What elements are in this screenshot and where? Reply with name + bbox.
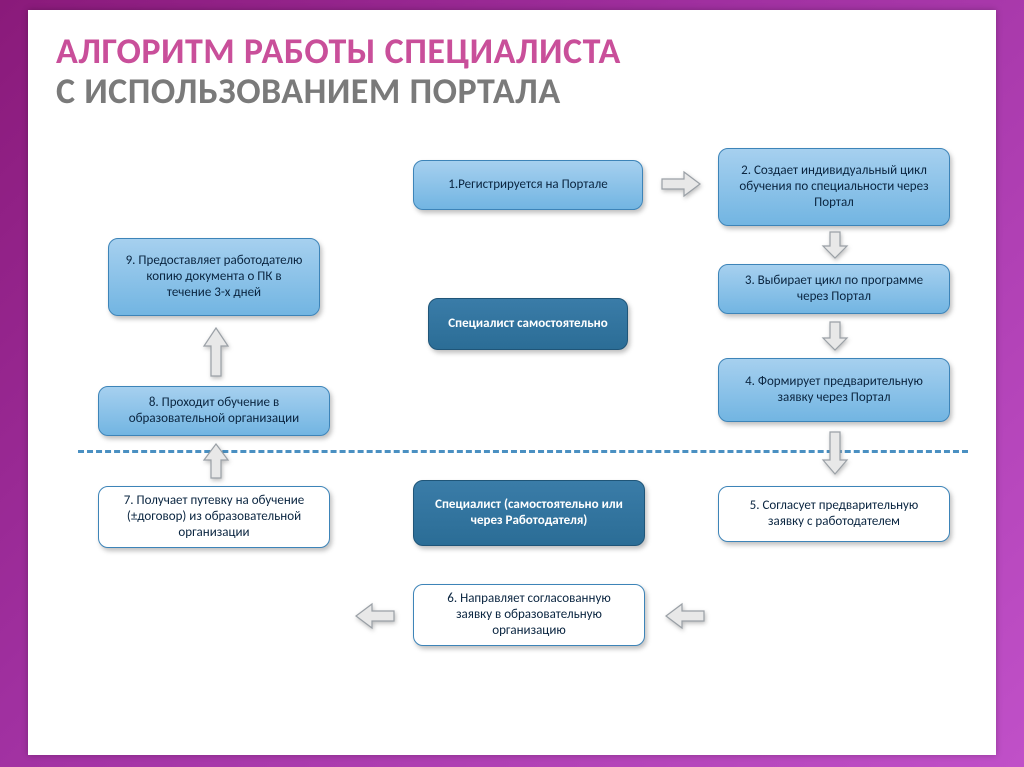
- caption-self: Специалист самостоятельно: [428, 298, 628, 350]
- step-5: 5. Согласует предварительную заявку с ра…: [718, 486, 950, 542]
- arrow-4-5: [821, 430, 849, 476]
- step-1: 1.Регистрируется на Портале: [413, 160, 643, 210]
- arrow-7-8: [202, 442, 230, 480]
- arrow-8-9: [202, 326, 230, 378]
- step-6: 6. Направляет согласованную заявку в обр…: [413, 584, 645, 646]
- step-8: 8. Проходит обучение в образовательной о…: [98, 386, 330, 436]
- step-4: 4. Формирует предварительную заявку чере…: [718, 358, 950, 422]
- slide-canvas: АЛГОРИТМ РАБОТЫ СПЕЦИАЛИСТА С ИСПОЛЬЗОВА…: [28, 10, 996, 755]
- arrow-6-7: [354, 602, 396, 630]
- arrow-2-3: [821, 230, 849, 260]
- step-9: 9. Предоставляет работодателю копию доку…: [108, 238, 320, 316]
- arrow-3-4: [821, 320, 849, 352]
- step-7: 7. Получает путевку на обучение (±догово…: [98, 486, 330, 548]
- arrow-1-2: [660, 170, 702, 198]
- caption-self-or-employer: Специалист (самостоятельно или через Раб…: [413, 480, 645, 546]
- step-2: 2. Создает индивидуальный цикл обучения …: [718, 148, 950, 226]
- flowchart: 1.Регистрируется на Портале 2. Создает и…: [28, 10, 996, 755]
- step-3: 3. Выбирает цикл по программе через Порт…: [718, 264, 950, 314]
- arrow-5-6: [664, 602, 706, 630]
